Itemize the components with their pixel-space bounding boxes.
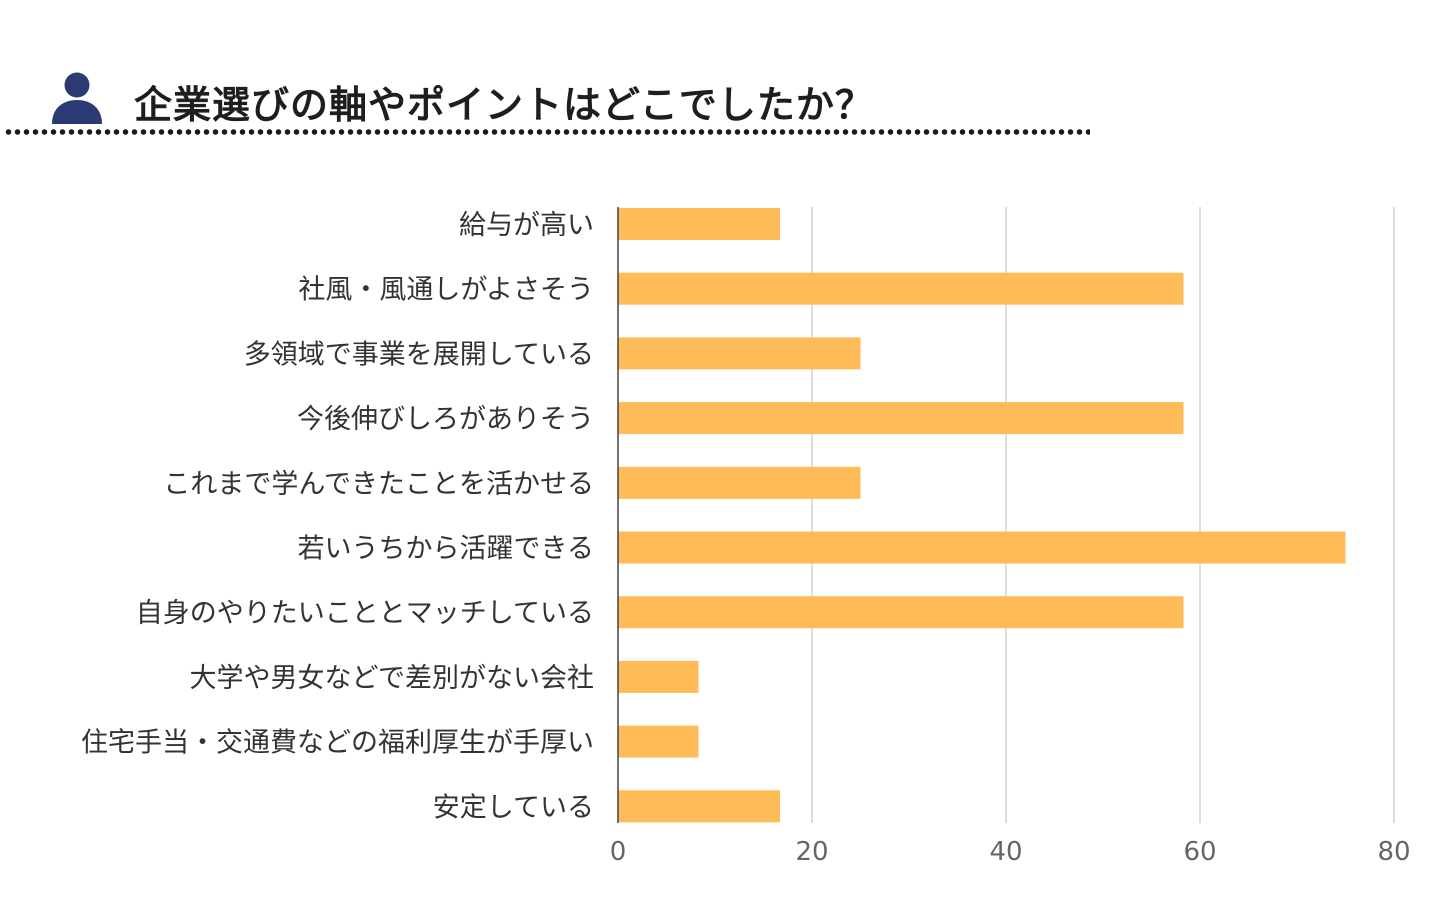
title-dotted-rule xyxy=(4,129,1090,135)
bar xyxy=(618,402,1184,435)
bar xyxy=(618,660,699,693)
x-axis-ticks: 0 20 40 60 80 xyxy=(610,837,1411,867)
x-tick-label: 40 xyxy=(989,837,1022,867)
x-tick-label: 0 xyxy=(610,837,627,867)
category-label: 安定している xyxy=(433,792,594,823)
bar xyxy=(618,790,780,823)
category-label: 大学や男女などで差別がない会社 xyxy=(190,663,594,694)
grid-lines xyxy=(811,207,1395,823)
bar xyxy=(618,337,861,370)
category-label: 給与が高い xyxy=(459,210,594,241)
category-label: 今後伸びしろがありそう xyxy=(297,404,594,435)
category-label: 社風・風通しがよさそう xyxy=(298,275,594,306)
category-label: 住宅手当・交通費などの福利厚生が手厚い xyxy=(81,728,594,759)
bars xyxy=(618,208,1346,823)
category-label: 自身のやりたいこととマッチしている xyxy=(136,598,594,629)
bar xyxy=(618,725,699,758)
x-tick-label: 60 xyxy=(1183,837,1216,867)
bar xyxy=(618,272,1184,305)
bar xyxy=(618,596,1184,629)
category-label: 若いうちから活躍できる xyxy=(298,534,594,565)
person-icon xyxy=(52,72,102,124)
category-label: 多領域で事業を展開している xyxy=(244,339,594,370)
x-tick-label: 20 xyxy=(795,837,828,867)
chart-header: 企業選びの軸やポイントはどこでしたか？ xyxy=(0,60,1090,140)
person-icon-body xyxy=(52,100,102,124)
bar xyxy=(618,466,861,499)
page-title: 企業選びの軸やポイントはどこでしたか？ xyxy=(134,83,874,127)
person-icon-head xyxy=(64,72,90,98)
category-label: これまで学んできたことを活かせる xyxy=(163,469,594,500)
bar xyxy=(618,208,780,240)
category-labels: 給与が高い社風・風通しがよさそう多領域で事業を展開している今後伸びしろがありそう… xyxy=(81,210,594,823)
x-tick-label: 80 xyxy=(1377,837,1410,867)
bar xyxy=(618,531,1346,564)
